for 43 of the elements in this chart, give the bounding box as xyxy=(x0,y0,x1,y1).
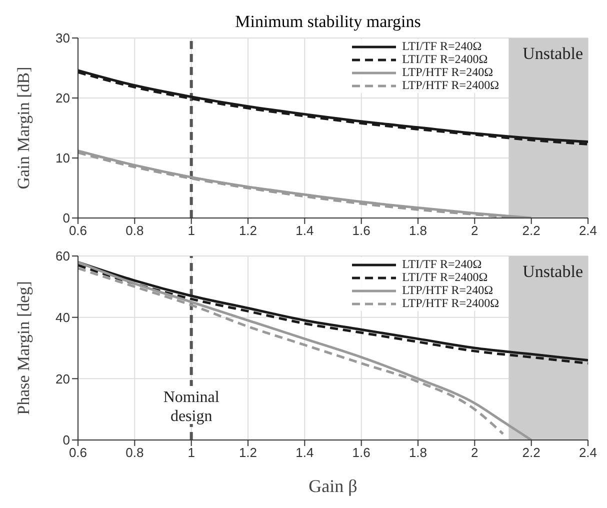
x-tick-label: 0.8 xyxy=(126,223,144,238)
x-tick-label: 2 xyxy=(471,445,478,460)
legend-label: LTI/TF R=2400Ω xyxy=(402,52,488,66)
y-tick-label: 20 xyxy=(56,90,70,106)
y-tick-label: 60 xyxy=(56,248,70,264)
legend-label: LTP/HTF R=240Ω xyxy=(402,283,493,297)
legend-label: LTP/HTF R=240Ω xyxy=(402,65,493,79)
chart-title: Minimum stability margins xyxy=(234,12,422,32)
x-tick-label: 1.6 xyxy=(352,223,370,238)
ref-line-label: Nominal design xyxy=(163,389,220,425)
x-tick-label: 2.2 xyxy=(522,223,540,238)
x-tick-label: 2 xyxy=(471,223,478,238)
y-axis-title: Phase Margin [deg] xyxy=(14,281,34,415)
x-tick-label: 1.4 xyxy=(296,223,314,238)
x-tick-label: 2.4 xyxy=(578,445,598,460)
x-tick-label: 2.2 xyxy=(522,445,540,460)
x-tick-label: 1.8 xyxy=(408,223,428,238)
x-tick-label: 1.8 xyxy=(408,445,428,460)
y-tick-label: 0 xyxy=(62,210,70,226)
x-tick-label: 1.2 xyxy=(238,223,258,238)
y-tick-label: 10 xyxy=(56,150,70,166)
legend-label: LTI/TF R=240Ω xyxy=(402,257,482,271)
legend-label: LTI/TF R=2400Ω xyxy=(402,270,488,284)
x-tick-label: 1 xyxy=(188,223,195,238)
x-tick-label: 0.6 xyxy=(68,445,88,460)
x-tick-label: 1.6 xyxy=(352,445,370,460)
band-label: Unstable xyxy=(522,44,583,64)
x-tick-label: 0.8 xyxy=(126,445,144,460)
x-tick-label: 2.4 xyxy=(578,223,598,238)
y-tick-label: 20 xyxy=(56,371,70,386)
x-tick-label: 1 xyxy=(188,445,195,460)
y-tick-label: 0 xyxy=(62,432,70,448)
y-tick-label: 40 xyxy=(56,310,70,325)
y-axis-title: Gain Margin [dB] xyxy=(14,66,34,190)
y-tick-label: 30 xyxy=(56,30,70,46)
legend-label: LTI/TF R=240Ω xyxy=(402,39,482,53)
band-label: Unstable xyxy=(522,262,583,282)
legend-label: LTP/HTF R=2400Ω xyxy=(402,296,499,310)
x-tick-label: 1.4 xyxy=(296,445,314,460)
legend-label: LTP/HTF R=2400Ω xyxy=(402,78,499,92)
x-tick-label: 0.6 xyxy=(68,223,88,238)
x-axis-title: Gain β xyxy=(308,476,358,496)
x-tick-label: 1.2 xyxy=(238,445,258,460)
